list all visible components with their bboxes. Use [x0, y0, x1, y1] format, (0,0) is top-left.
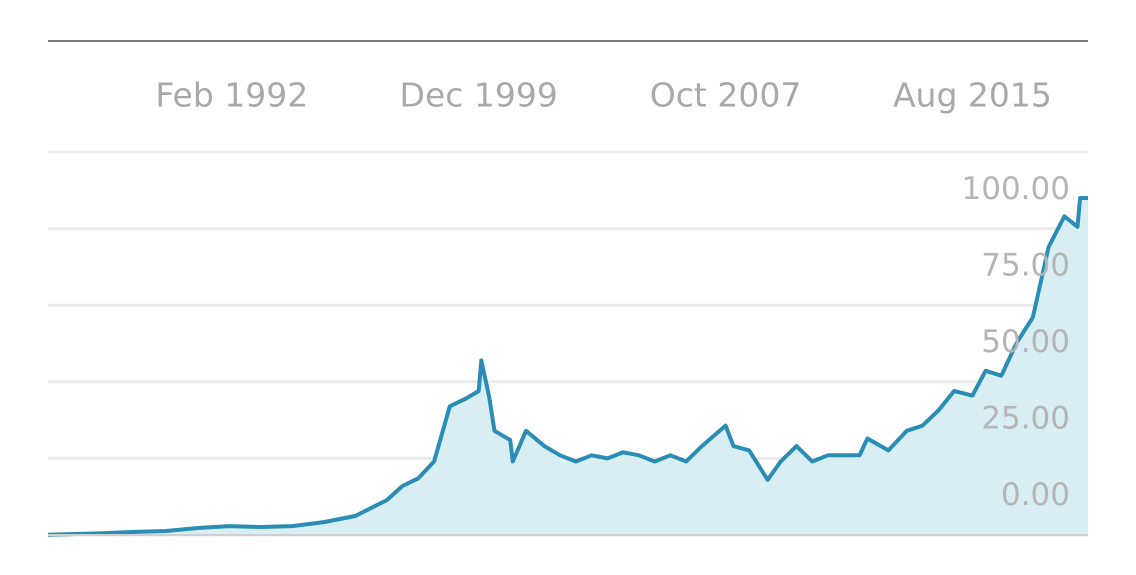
line [47, 196, 1088, 537]
x-tick-label: Dec 1999 [400, 76, 558, 115]
y-tick-label: 75.00 [981, 247, 1070, 283]
x-tick-label: Oct 2007 [650, 76, 802, 115]
y-tick-label: 25.00 [981, 401, 1070, 437]
x-tick-label: Feb 1992 [155, 76, 308, 115]
y-tick-label: 0.00 [1001, 477, 1070, 513]
y-tick-label: 50.00 [981, 324, 1070, 360]
x-tick-label: Aug 2015 [893, 76, 1052, 115]
area [48, 198, 1088, 535]
y-tick-label: 100.00 [962, 171, 1070, 207]
